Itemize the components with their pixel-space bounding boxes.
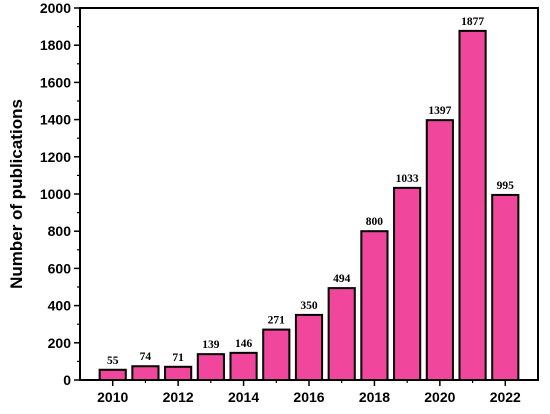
bar-2015	[262, 328, 291, 381]
data-label-2011: 74	[140, 351, 152, 363]
data-label-2022: 995	[497, 180, 515, 192]
bars	[98, 29, 520, 382]
y-tick-label-1000: 1000	[40, 186, 71, 202]
y-tick-label-600: 600	[48, 260, 72, 276]
data-label-2014: 146	[235, 338, 253, 350]
y-tick-label-800: 800	[48, 223, 72, 239]
bar-2018	[360, 230, 389, 381]
y-tick-label-1800: 1800	[40, 37, 71, 53]
plot-frame	[79, 7, 539, 381]
y-tick-label-400: 400	[48, 298, 72, 314]
x-axis-ticks: 2010 2012 2014 2016 2018 2020 2022	[97, 380, 521, 405]
y-axis-ticks: 0 200 400 600 800 1000 1200 1400 1600 1800 2000	[40, 0, 80, 388]
bar-2019	[393, 186, 422, 381]
y-tick-label-1600: 1600	[40, 74, 71, 90]
x-tick-label-2014: 2014	[228, 389, 259, 405]
x-tick-label-2016: 2016	[293, 389, 324, 405]
data-label-2017: 494	[333, 273, 351, 285]
bar-2012	[164, 365, 193, 382]
data-label-2015: 271	[268, 315, 286, 327]
y-tick-label-200: 200	[48, 335, 72, 351]
data-label-2021: 1877	[461, 16, 484, 28]
data-label-2012: 71	[172, 352, 184, 364]
bar-2021	[458, 29, 487, 381]
x-tick-label-2020: 2020	[424, 389, 455, 405]
y-tick-label-1200: 1200	[40, 149, 71, 165]
data-label-2016: 350	[300, 300, 318, 312]
bar-2017	[327, 287, 356, 381]
data-label-2020: 1397	[428, 105, 451, 117]
bar-2020	[425, 119, 454, 381]
x-tick-label-2010: 2010	[97, 389, 128, 405]
data-label-2019: 1033	[396, 173, 419, 185]
y-tick-label-2000: 2000	[40, 0, 71, 16]
x-tick-label-2018: 2018	[359, 389, 390, 405]
bar-2013	[196, 353, 225, 381]
bar-2022	[491, 193, 520, 381]
y-tick-label-0: 0	[63, 372, 71, 388]
x-tick-label-2012: 2012	[163, 389, 194, 405]
bar-2011	[131, 365, 160, 381]
bar-2010	[98, 368, 127, 381]
data-label-2018: 800	[366, 216, 384, 228]
data-label-2010: 55	[107, 355, 119, 367]
data-label-2013: 139	[202, 339, 220, 351]
data-labels: 55 74 71 139 146 271 350 494 800 1033 1397 1877 995	[107, 16, 514, 367]
x-tick-label-2022: 2022	[490, 389, 521, 405]
bar-2016	[294, 313, 324, 381]
y-tick-label-1400: 1400	[40, 112, 71, 128]
y-axis-title: Number of publications	[7, 99, 26, 289]
bar-2014	[229, 351, 258, 381]
